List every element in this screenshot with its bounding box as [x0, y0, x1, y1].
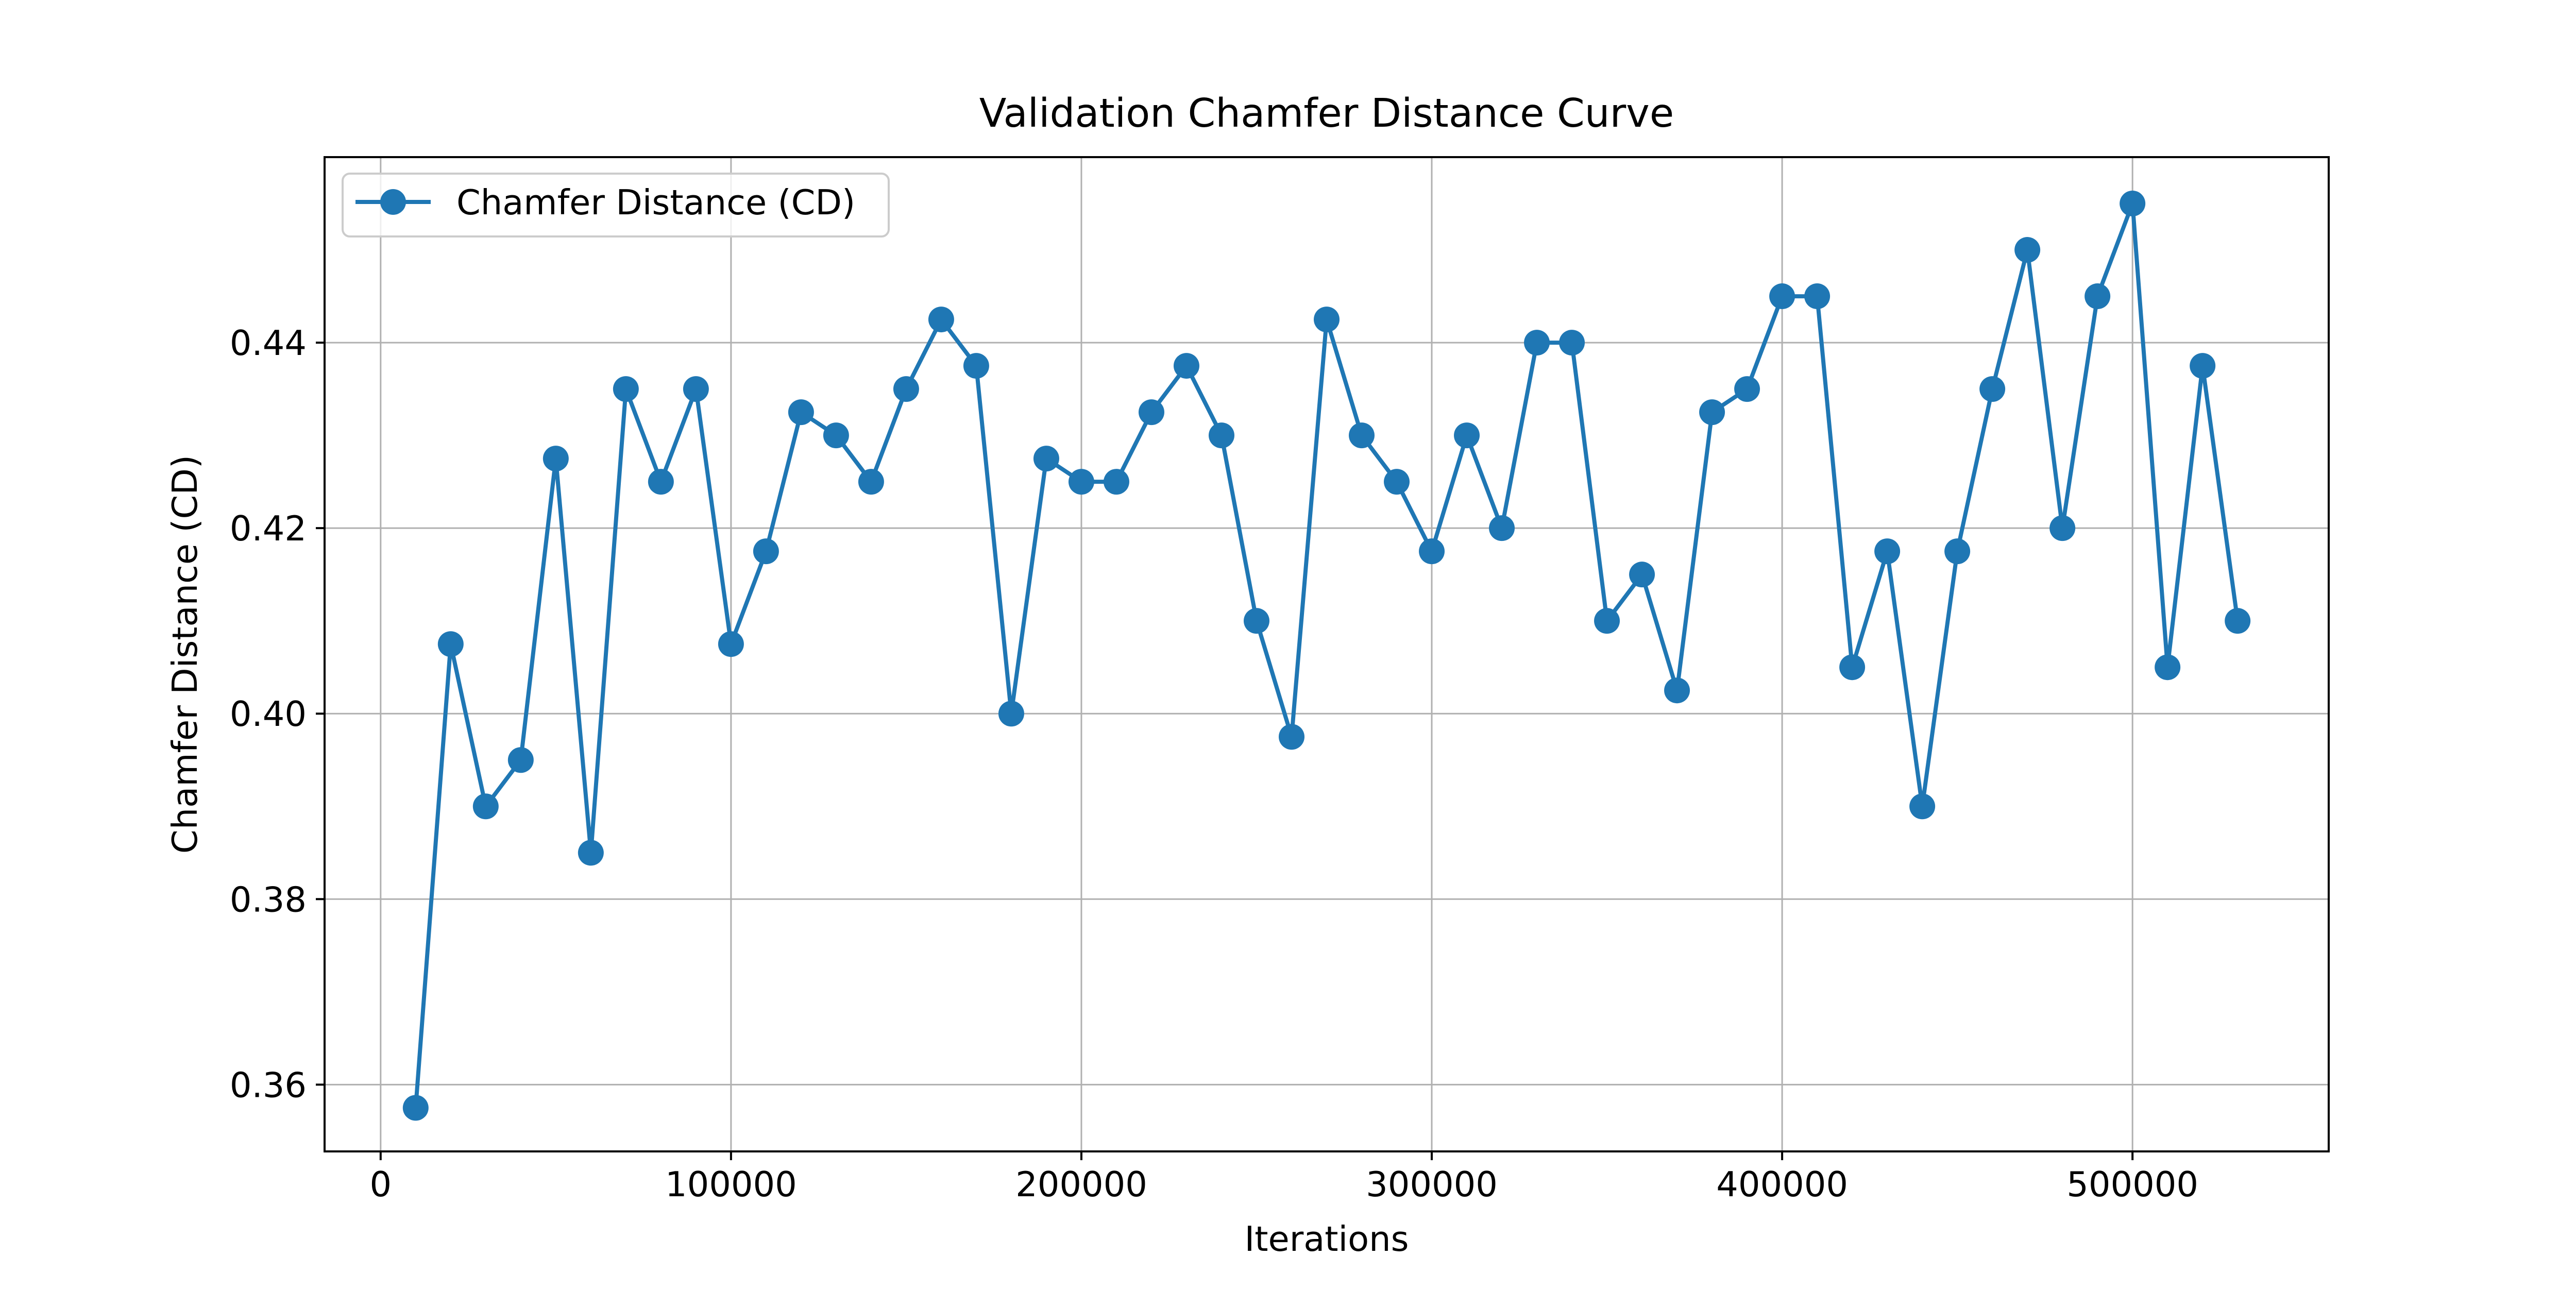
- data-point: [613, 376, 639, 402]
- data-point: [578, 840, 604, 866]
- data-point: [998, 701, 1024, 727]
- plot-area-frame: [324, 156, 2330, 1152]
- data-point: [1524, 330, 1550, 356]
- chart-title: Validation Chamfer Distance Curve: [979, 91, 1674, 137]
- data-point: [1349, 422, 1375, 449]
- legend-entry-label: Chamfer Distance (CD): [456, 182, 855, 223]
- x-tick-label: 200000: [1015, 1164, 1147, 1204]
- data-point: [648, 469, 674, 495]
- data-point: [2190, 353, 2216, 379]
- axis-ticks: 0 100000 200000 300000 400000 500000 0.36 0.38 0…: [230, 323, 2198, 1204]
- legend: Chamfer Distance (CD): [342, 173, 890, 237]
- data-point: [1804, 283, 1831, 310]
- x-tick-label: 500000: [2066, 1164, 2198, 1204]
- data-point: [1664, 677, 1690, 704]
- y-tick-label: 0.44: [230, 323, 307, 363]
- y-axis-label: Chamfer Distance (CD): [165, 455, 205, 854]
- y-tick-label: 0.40: [230, 694, 307, 734]
- data-point: [753, 538, 779, 565]
- data-point: [1874, 538, 1901, 565]
- data-point: [1314, 307, 1340, 333]
- y-tick-label: 0.38: [230, 879, 307, 920]
- data-point: [2225, 608, 2251, 634]
- data-point: [1769, 283, 1795, 310]
- x-tick-label: 400000: [1716, 1164, 1848, 1204]
- data-point: [472, 793, 499, 820]
- data-point: [1699, 399, 1725, 426]
- data-point: [1278, 724, 1304, 750]
- x-axis-label: Iterations: [1244, 1219, 1409, 1259]
- data-point: [1454, 422, 1480, 449]
- data-point: [1068, 469, 1094, 495]
- data-point: [2014, 237, 2041, 263]
- data-point: [2155, 654, 2181, 681]
- data-point: [543, 446, 569, 472]
- data-point: [683, 376, 709, 402]
- data-point: [963, 353, 989, 379]
- data-point: [823, 422, 849, 449]
- data-point: [1173, 353, 1199, 379]
- data-point: [507, 747, 534, 773]
- legend-box: [342, 173, 890, 237]
- data-point: [1419, 538, 1445, 565]
- data-point: [2049, 515, 2076, 541]
- data-point: [1384, 469, 1410, 495]
- data-point: [1629, 562, 1655, 588]
- data-point: [1208, 422, 1234, 449]
- series-layer: [402, 191, 2251, 1121]
- legend-marker-swatch: [380, 189, 406, 215]
- y-tick-label: 0.36: [230, 1065, 307, 1105]
- data-point: [1594, 608, 1620, 634]
- data-point: [437, 631, 464, 657]
- data-point: [1103, 469, 1129, 495]
- data-point: [2084, 283, 2111, 310]
- data-point: [1734, 376, 1760, 402]
- y-tick-label: 0.42: [230, 508, 307, 549]
- data-point: [928, 307, 954, 333]
- data-point: [788, 399, 814, 426]
- data-point: [858, 469, 884, 495]
- data-point: [718, 631, 744, 657]
- data-point: [1944, 538, 1971, 565]
- x-tick-label: 100000: [665, 1164, 797, 1204]
- data-point: [1138, 399, 1164, 426]
- x-tick-label: 300000: [1366, 1164, 1498, 1204]
- data-point: [893, 376, 919, 402]
- x-tick-label: 0: [369, 1164, 392, 1204]
- data-point: [2120, 191, 2146, 217]
- data-point: [1909, 793, 1936, 820]
- data-point: [1243, 608, 1269, 634]
- data-point: [1559, 330, 1585, 356]
- data-point: [1979, 376, 2006, 402]
- data-point: [1033, 446, 1059, 472]
- data-point: [1839, 654, 1866, 681]
- data-point: [1489, 515, 1515, 541]
- data-point: [402, 1095, 429, 1121]
